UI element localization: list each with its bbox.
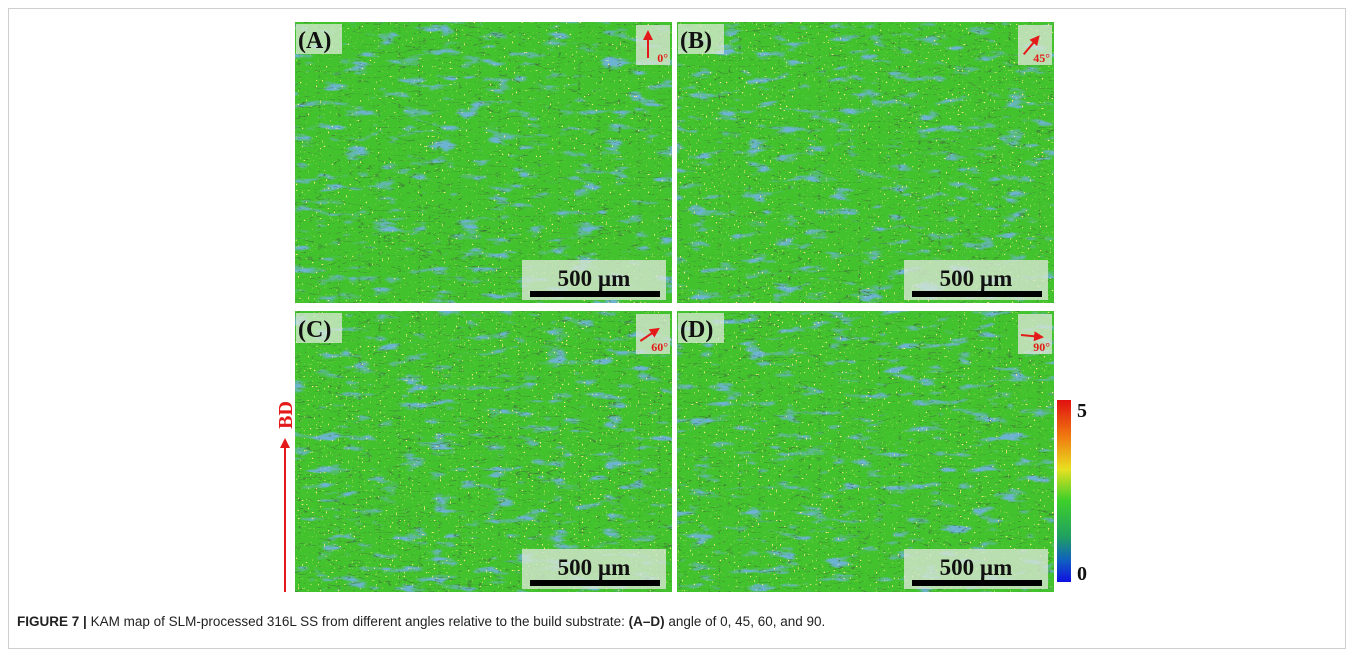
caption-text: KAM map of SLM-processed 316L SS from di… [90,614,625,629]
angle-label: 0° [657,51,668,65]
scale-bar-label: 500 µm [940,266,1013,291]
panel: (D) 90° 500 µm [677,311,1054,592]
angle-label: 60° [651,340,668,354]
direction-arrow [639,327,660,342]
figure-frame [8,8,1346,649]
angle-label: 45° [1033,51,1050,65]
caption-text: angle of 0, 45, 60, and 90. [668,614,826,629]
scale-bar [912,291,1042,297]
colorbar-min: 0 [1077,563,1087,585]
panel-label: (C) [298,317,331,343]
panel: (B) 45° 500 µm [677,22,1054,303]
scale-bar-label: 500 µm [558,266,631,291]
scale-bar [530,580,660,586]
panel-label: (B) [680,28,712,54]
colorbar-max: 5 [1077,400,1087,422]
colorbar [1057,400,1071,582]
panel-label: (A) [298,28,331,54]
caption-label: FIGURE 7 | [17,614,87,629]
caption-emphasis: (A–D) [628,614,665,629]
direction-arrow [1022,35,1040,56]
panel-label: (D) [680,317,713,343]
scale-bar-label: 500 µm [558,555,631,580]
angle-label: 90° [1033,340,1050,354]
panel: (A) 0° 500 µm [295,22,672,303]
scale-bar-label: 500 µm [940,555,1013,580]
scale-bar [912,580,1042,586]
panel: (C) 60° 500 µm [295,311,672,592]
caption: FIGURE 7 | KAM map of SLM-processed 316L… [17,614,825,629]
build-direction-label: BD [275,401,297,429]
direction-arrow [1020,331,1044,342]
scale-bar [530,291,660,297]
